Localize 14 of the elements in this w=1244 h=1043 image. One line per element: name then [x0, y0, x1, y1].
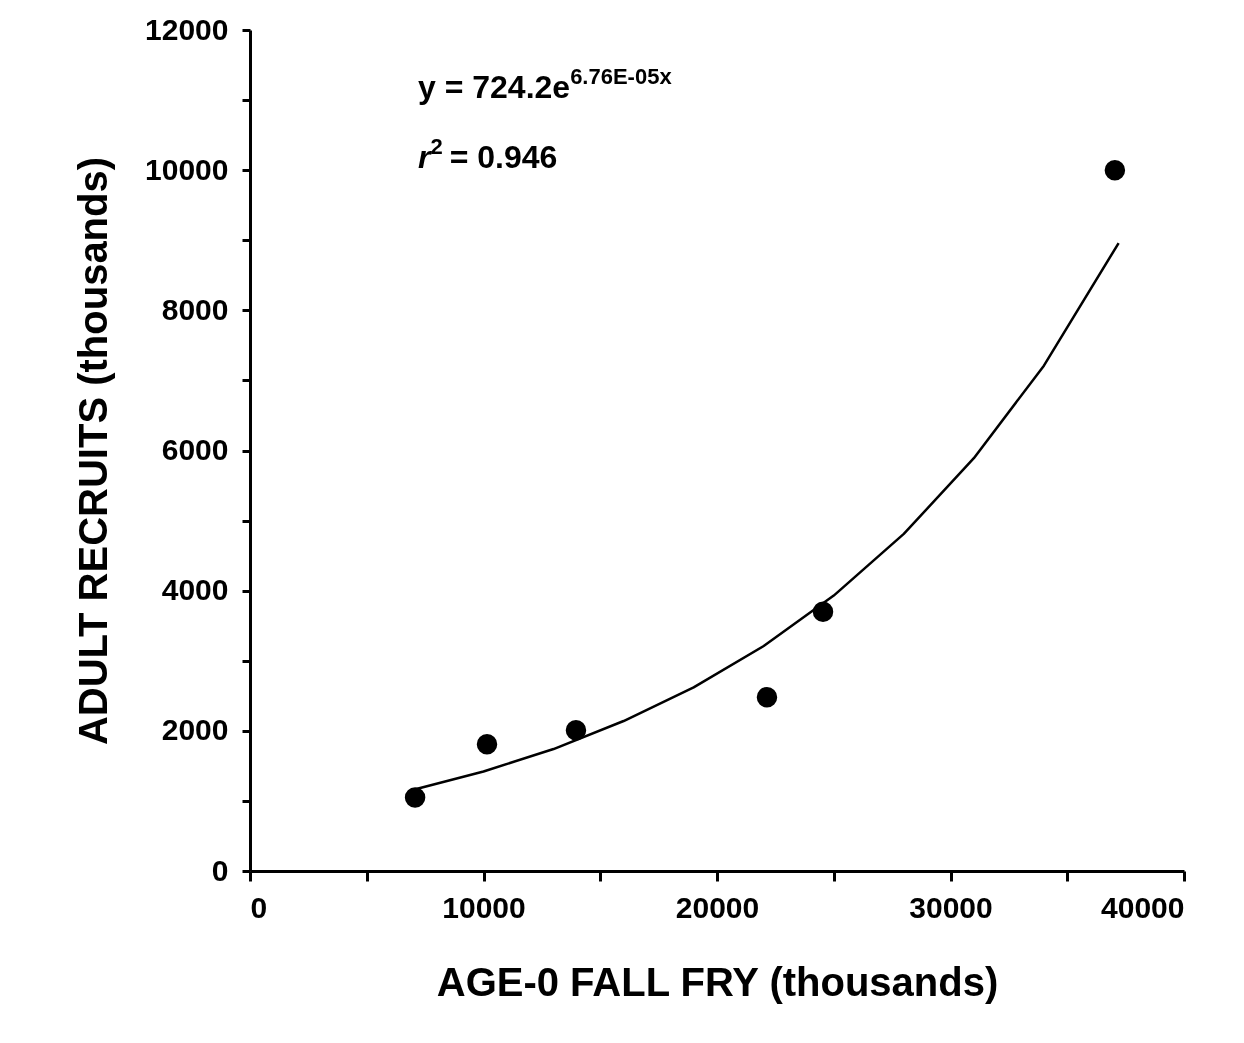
y-axis-title: ADULT RECRUITS (thousands)	[71, 156, 116, 746]
y-tick-label: 2000	[161, 713, 229, 747]
y-tick-label: 4000	[161, 573, 229, 607]
y-tick-label: 0	[211, 853, 229, 887]
y-tick-label: 8000	[161, 292, 229, 326]
x-axis-title: AGE-0 FALL FRY (thousands)	[436, 959, 999, 1004]
x-tick-label: 10000	[442, 890, 526, 924]
y-tick-label: 10000	[145, 152, 229, 186]
y-tick-label: 12000	[145, 12, 229, 46]
x-tick-label: 30000	[909, 890, 993, 924]
x-tick-label: 0	[250, 890, 268, 924]
y-tick-label: 6000	[161, 433, 229, 466]
x-tick-label: 40000	[1101, 890, 1185, 924]
x-tick-label: 20000	[675, 890, 760, 924]
